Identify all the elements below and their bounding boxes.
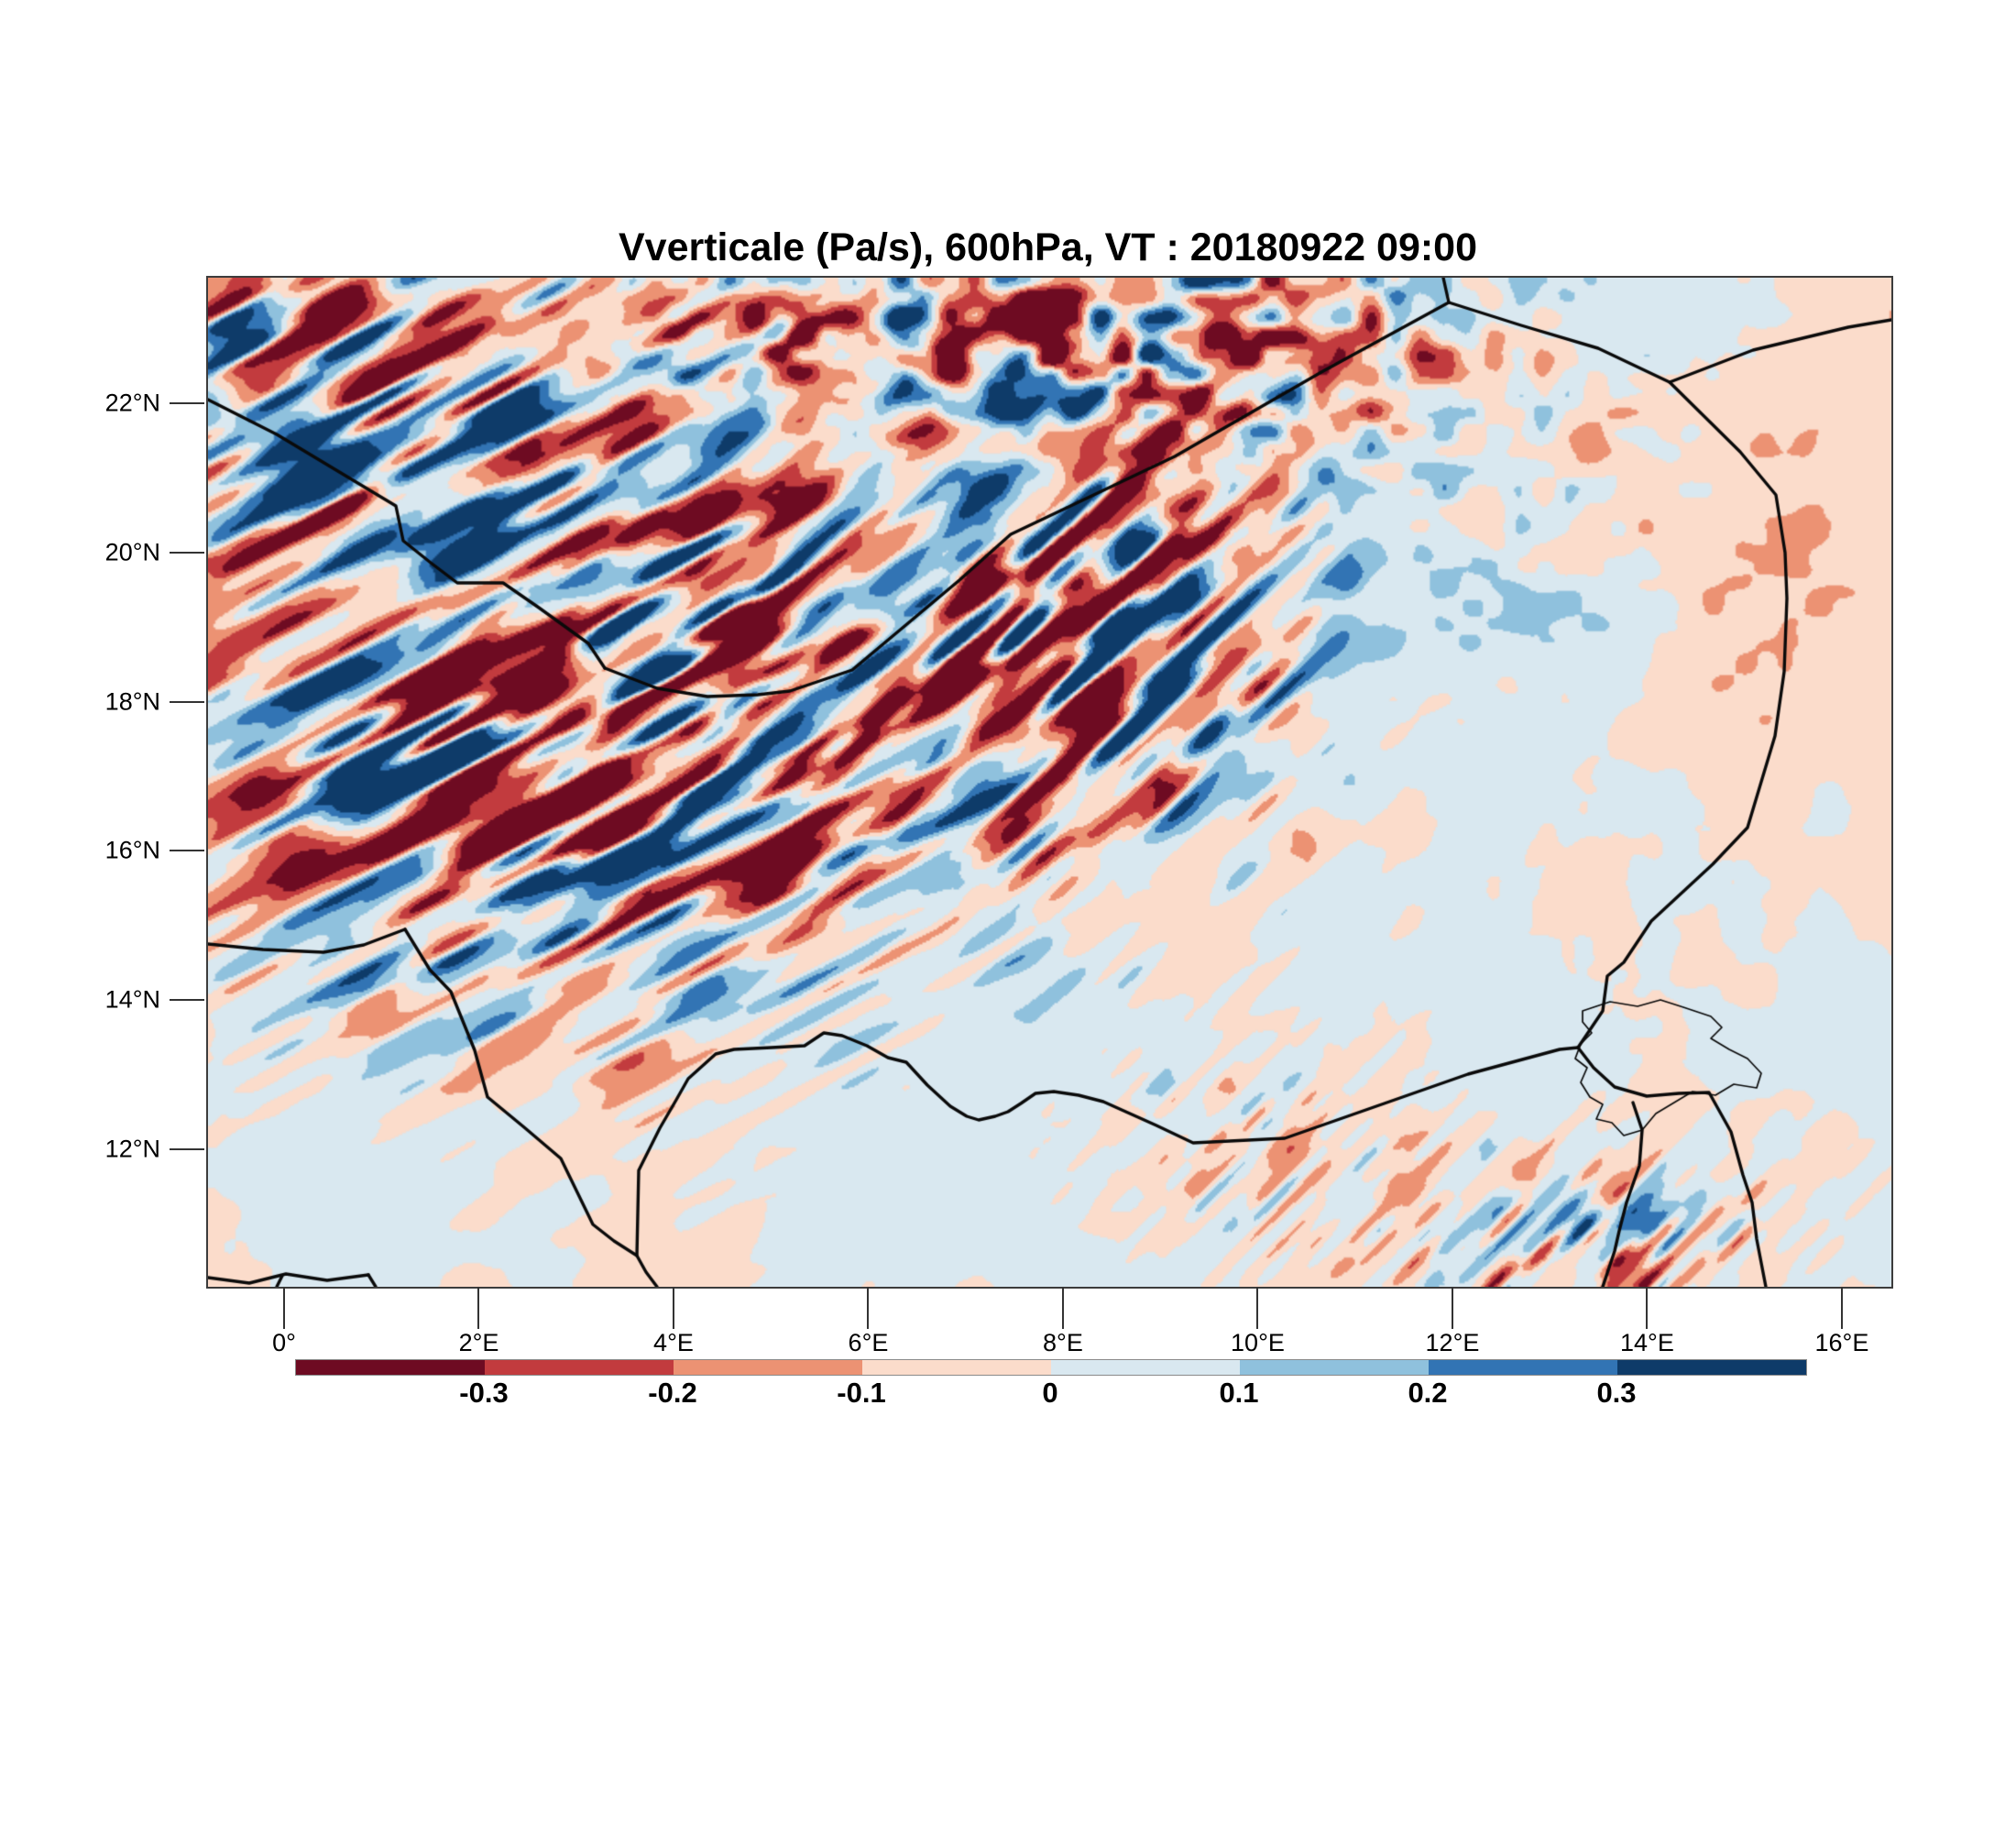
y-axis-tick [170, 551, 204, 554]
x-axis-tick-label: 10°E [1231, 1329, 1285, 1356]
colorbar-cell [1617, 1360, 1806, 1375]
colorbar-tick-label: 0.3 [1596, 1377, 1637, 1409]
x-axis-tick [477, 1287, 480, 1329]
y-axis-tick [170, 1147, 204, 1150]
x-axis-tick-label: 0° [272, 1329, 296, 1356]
x-axis-tick [282, 1287, 285, 1329]
filled-contour-map-canvas [208, 278, 1891, 1287]
x-axis-tick-label: 14°E [1620, 1329, 1674, 1356]
x-axis-tick [1451, 1287, 1453, 1329]
x-axis-tick-label: 12°E [1425, 1329, 1480, 1356]
colorbar-cell [1240, 1360, 1429, 1375]
x-axis-tick [1256, 1287, 1259, 1329]
y-axis-tick-label: 14°N [104, 985, 160, 1014]
colorbar [295, 1359, 1807, 1376]
x-axis-tick-label: 16°E [1814, 1329, 1869, 1356]
colorbar-cell [862, 1360, 1051, 1375]
plot-title: Vverticale (Pa/s), 600hPa, VT : 20180922… [618, 225, 1478, 269]
y-axis-tick-label: 22°N [104, 389, 160, 417]
y-axis-tick-label: 16°N [104, 836, 160, 864]
x-axis-tick-label: 2°E [458, 1329, 499, 1356]
colorbar-cell [674, 1360, 862, 1375]
colorbar-cell [296, 1360, 485, 1375]
colorbar-tick-label: -0.2 [648, 1377, 697, 1409]
y-axis-tick [170, 850, 204, 852]
x-axis-tick [867, 1287, 870, 1329]
colorbar-cell [1051, 1360, 1240, 1375]
x-axis-tick [1840, 1287, 1843, 1329]
x-axis-tick [1061, 1287, 1064, 1329]
x-axis-tick [1646, 1287, 1649, 1329]
colorbar-tick-label: -0.3 [459, 1377, 509, 1409]
y-axis-tick-label: 20°N [104, 538, 160, 566]
x-axis-tick-label: 4°E [653, 1329, 694, 1356]
x-axis-tick-label: 6°E [848, 1329, 889, 1356]
colorbar-cell [1429, 1360, 1617, 1375]
y-axis-tick [170, 402, 204, 405]
colorbar-cell [485, 1360, 674, 1375]
x-axis-tick [672, 1287, 674, 1329]
y-axis-tick-label: 18°N [104, 687, 160, 716]
y-axis-tick [170, 700, 204, 703]
y-axis-tick [170, 999, 204, 1002]
colorbar-tick-label: 0.2 [1408, 1377, 1448, 1409]
colorbar-tick-label: 0.1 [1219, 1377, 1259, 1409]
x-axis-tick-label: 8°E [1043, 1329, 1083, 1356]
y-axis-tick-label: 12°N [104, 1135, 160, 1163]
colorbar-tick-label: -0.1 [837, 1377, 886, 1409]
colorbar-tick-label: 0 [1042, 1377, 1058, 1409]
map-frame [206, 276, 1893, 1289]
